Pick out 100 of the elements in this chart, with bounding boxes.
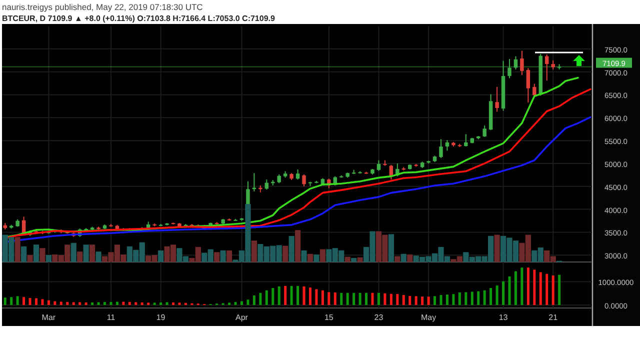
bar bbox=[158, 250, 164, 262]
bar bbox=[91, 302, 94, 305]
bar bbox=[526, 268, 530, 305]
bar bbox=[421, 296, 424, 305]
candlestick bbox=[376, 160, 381, 172]
bar bbox=[458, 292, 461, 305]
bar bbox=[122, 302, 125, 305]
bar bbox=[307, 254, 314, 262]
bar bbox=[290, 286, 293, 305]
candlestick bbox=[544, 54, 549, 82]
bar bbox=[296, 286, 300, 305]
bar bbox=[110, 302, 112, 305]
candlestick bbox=[302, 174, 306, 187]
bar bbox=[214, 252, 220, 262]
bar bbox=[78, 302, 82, 305]
bar bbox=[514, 271, 517, 305]
bar bbox=[259, 292, 262, 305]
bar bbox=[390, 294, 392, 305]
bar bbox=[308, 288, 312, 305]
bar bbox=[28, 298, 32, 305]
bar bbox=[351, 258, 357, 262]
bar bbox=[321, 290, 324, 305]
bar bbox=[60, 302, 62, 305]
x-tick-label: 23 bbox=[374, 313, 384, 322]
bar bbox=[33, 244, 40, 262]
bar bbox=[552, 275, 554, 305]
bar bbox=[35, 298, 38, 305]
candlestick bbox=[264, 179, 269, 190]
bar bbox=[14, 237, 20, 262]
bar bbox=[96, 252, 102, 262]
bar bbox=[140, 302, 144, 305]
bar bbox=[240, 301, 243, 305]
bar bbox=[302, 286, 306, 305]
candlestick bbox=[445, 140, 450, 152]
candlestick bbox=[532, 83, 536, 97]
bar bbox=[334, 292, 336, 305]
bar bbox=[234, 302, 237, 305]
bar bbox=[388, 234, 394, 262]
bar bbox=[533, 270, 536, 305]
bar bbox=[89, 244, 96, 262]
bar bbox=[226, 250, 232, 262]
candlestick bbox=[520, 50, 524, 76]
bar bbox=[282, 246, 288, 262]
bar bbox=[27, 255, 33, 262]
chart-subtitle: BTCEUR, D 7109.9 ▲ +8.0 (+0.11%) O:7103.8 H:7166.4 L:7053.0 C:7109.9 bbox=[2, 14, 276, 23]
x-tick-label: 15 bbox=[324, 313, 334, 322]
x-tick-label: 21 bbox=[548, 313, 558, 322]
bar bbox=[483, 290, 486, 305]
bar bbox=[160, 302, 162, 305]
bar bbox=[520, 268, 524, 305]
bar bbox=[408, 296, 412, 305]
candlestick bbox=[439, 138, 443, 158]
chart-title: nauris.treigys published, May 22, 2019 07:18:30 UTC bbox=[2, 2, 203, 12]
bar bbox=[358, 292, 362, 305]
bar bbox=[288, 236, 294, 262]
bar bbox=[546, 274, 548, 305]
bar bbox=[315, 289, 318, 305]
bar bbox=[278, 286, 280, 305]
candlestick bbox=[551, 60, 555, 70]
bar bbox=[16, 296, 19, 305]
bar bbox=[46, 255, 52, 262]
bar bbox=[294, 230, 301, 262]
bar bbox=[490, 288, 492, 305]
bar bbox=[72, 302, 75, 305]
bar bbox=[246, 300, 250, 305]
bar bbox=[20, 246, 27, 262]
bar bbox=[452, 294, 455, 305]
x-tick-label: Mar bbox=[42, 313, 56, 322]
bar bbox=[314, 254, 320, 262]
bar bbox=[377, 292, 380, 305]
bar bbox=[320, 249, 326, 262]
candlestick bbox=[482, 124, 486, 138]
candlestick bbox=[464, 134, 468, 148]
bar bbox=[346, 292, 349, 305]
bar bbox=[558, 274, 561, 305]
bar bbox=[172, 302, 174, 305]
bar bbox=[400, 254, 406, 262]
candlestick bbox=[495, 86, 499, 112]
bar bbox=[494, 234, 500, 262]
bar bbox=[252, 295, 256, 305]
bar bbox=[54, 301, 56, 305]
bar bbox=[134, 302, 138, 305]
bar bbox=[508, 276, 511, 305]
x-tick-label: May bbox=[420, 313, 436, 322]
bar bbox=[357, 257, 363, 262]
x-tick-label: 11 bbox=[106, 313, 116, 322]
bar bbox=[344, 256, 350, 262]
bar bbox=[84, 302, 88, 305]
bar bbox=[70, 242, 76, 262]
bar bbox=[116, 302, 118, 305]
bar bbox=[502, 281, 505, 305]
bar bbox=[427, 296, 430, 305]
bar bbox=[434, 296, 436, 305]
bar bbox=[272, 288, 274, 305]
bar bbox=[265, 290, 268, 305]
bar bbox=[328, 292, 330, 305]
bar bbox=[496, 285, 498, 305]
bar bbox=[340, 292, 343, 305]
bar bbox=[384, 293, 386, 305]
candlestick bbox=[296, 168, 300, 180]
